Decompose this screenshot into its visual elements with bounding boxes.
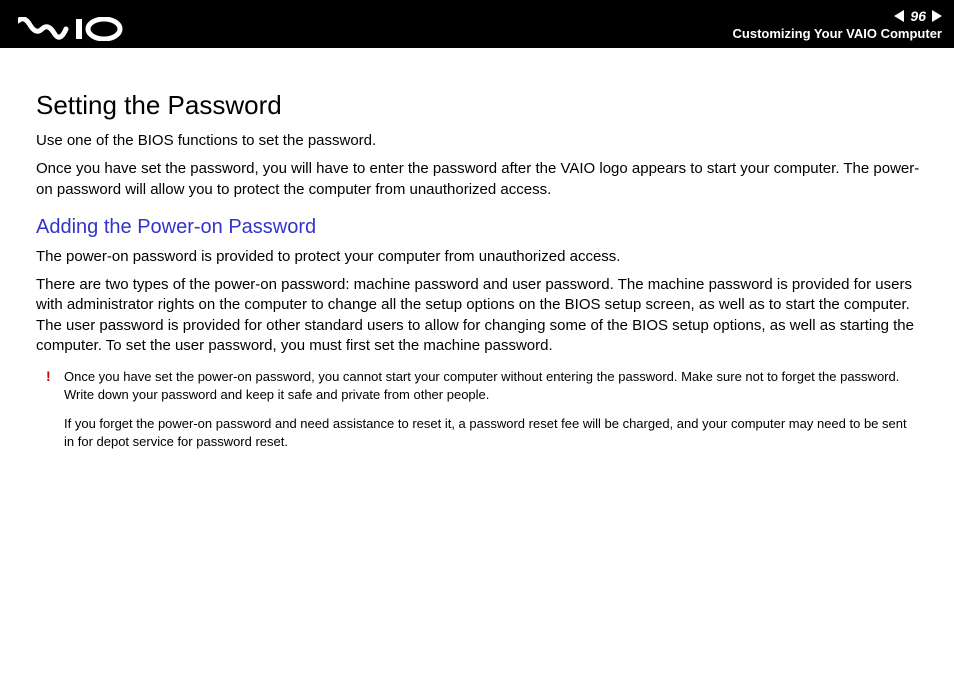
section-subtitle: Adding the Power-on Password [36,216,920,239]
vaio-logo-svg [18,17,128,41]
note-paragraph-1: Once you have set the power-on password,… [64,368,920,403]
page-content: Setting the Password Use one of the BIOS… [0,48,954,450]
prev-page-icon[interactable] [894,10,904,22]
header-bar: 96 Customizing Your VAIO Computer [0,0,954,48]
sub-paragraph-1: The power-on password is provided to pro… [36,247,920,267]
note-paragraph-2: If you forget the power-on password and … [64,415,920,450]
intro-paragraph-1: Use one of the BIOS functions to set the… [36,131,920,151]
warning-note: ! Once you have set the power-on passwor… [36,368,920,450]
pager: 96 [894,8,942,24]
breadcrumb: Customizing Your VAIO Computer [733,26,942,41]
vaio-logo [18,0,128,48]
sub-paragraph-2: There are two types of the power-on pass… [36,275,920,356]
intro-paragraph-2: Once you have set the password, you will… [36,159,920,200]
page-title: Setting the Password [36,90,920,121]
header-right: 96 Customizing Your VAIO Computer [733,0,942,48]
page-number: 96 [910,8,926,24]
next-page-icon[interactable] [932,10,942,22]
warning-icon: ! [46,368,51,384]
